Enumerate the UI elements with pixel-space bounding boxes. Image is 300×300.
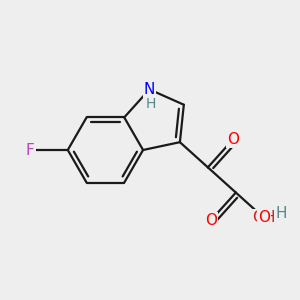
Text: N: N xyxy=(144,82,155,97)
Text: O: O xyxy=(205,213,217,228)
Text: F: F xyxy=(26,142,34,158)
Text: H: H xyxy=(145,97,156,111)
Text: O: O xyxy=(227,132,239,147)
Text: O: O xyxy=(227,132,239,147)
Text: OH: OH xyxy=(252,210,276,225)
Text: H: H xyxy=(276,206,287,221)
Text: O: O xyxy=(205,213,217,228)
Text: O: O xyxy=(258,210,270,225)
